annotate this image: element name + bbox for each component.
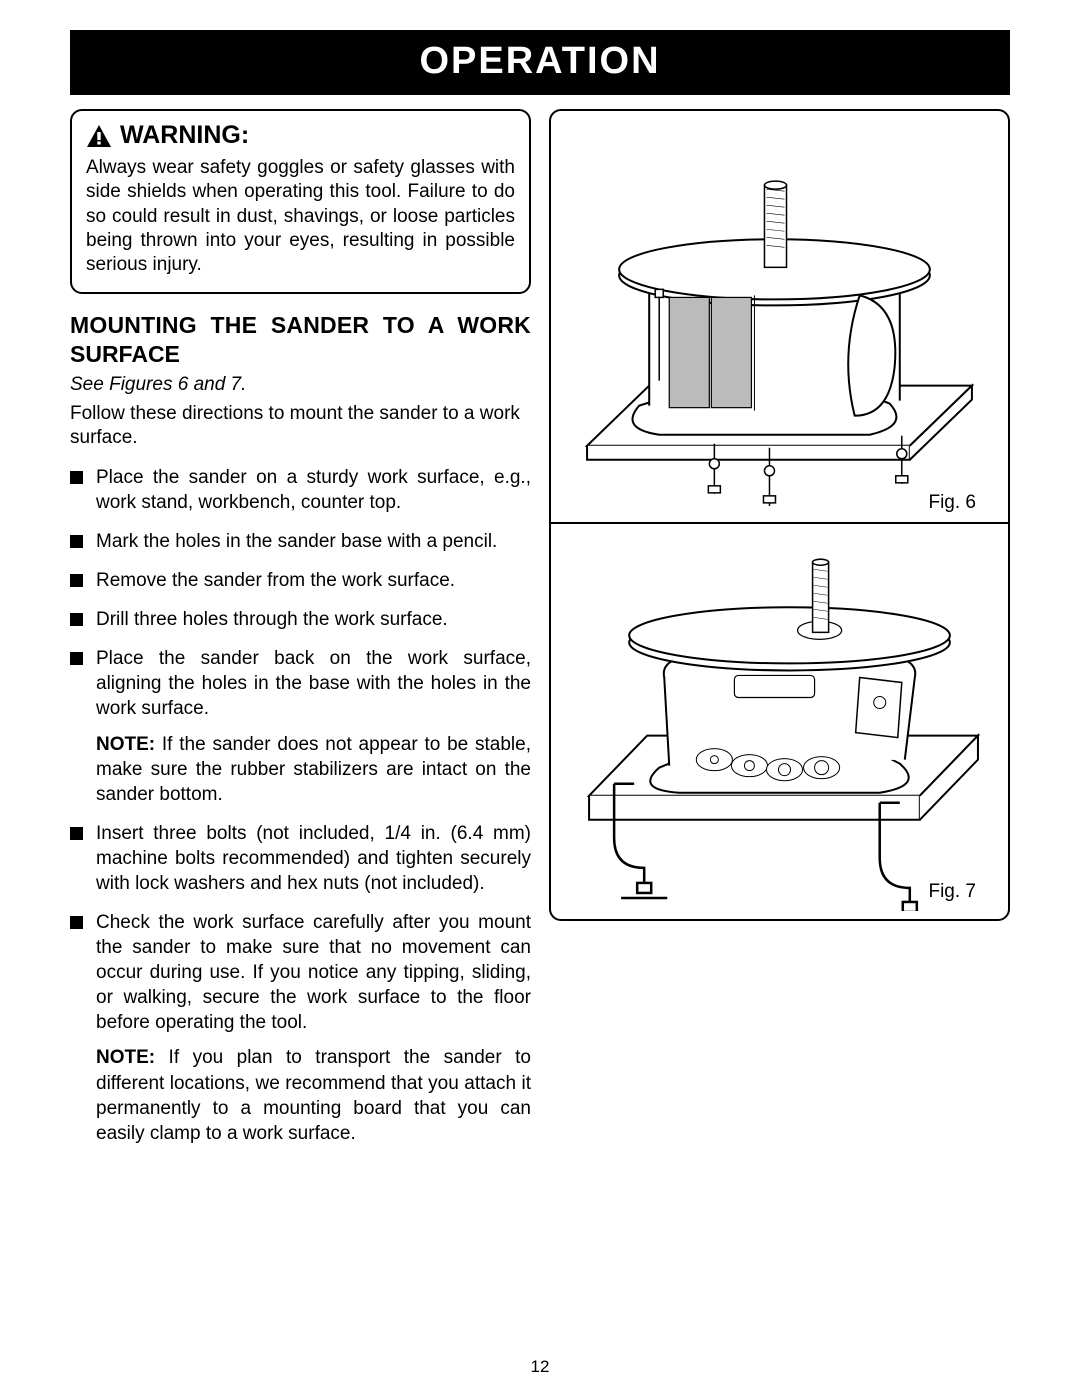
see-figures: See Figures 6 and 7. xyxy=(70,374,531,396)
note-1: NOTE: If the sander does not appear to b… xyxy=(70,732,531,807)
figure-6-illustration xyxy=(559,119,1000,522)
list-item: Check the work surface carefully after y… xyxy=(70,910,531,1035)
section-banner: OPERATION xyxy=(70,30,1010,95)
figure-6-area: Fig. 6 xyxy=(559,119,1000,522)
list-item: Drill three holes through the work surfa… xyxy=(70,607,531,632)
section-title-line1: MOUNTING THE SANDER TO A WORK xyxy=(70,312,531,339)
list-item: Mark the holes in the sander base with a… xyxy=(70,529,531,554)
figure-7-area: Fig. 7 xyxy=(559,524,1000,911)
figure-7-illustration xyxy=(559,524,1000,911)
list-item: Remove the sander from the work surface. xyxy=(70,568,531,593)
right-column: Fig. 6 xyxy=(549,109,1010,1160)
section-title-line2: SURFACE xyxy=(70,341,531,368)
note-text: If you plan to transport the sander to d… xyxy=(96,1047,531,1143)
figures-box: Fig. 6 xyxy=(549,109,1010,921)
steps-list-2: Insert three bolts (not included, 1/4 in… xyxy=(70,821,531,1036)
left-column: WARNING: Always wear safety goggles or s… xyxy=(70,109,531,1160)
warning-heading: WARNING: xyxy=(86,121,515,150)
warning-label: WARNING: xyxy=(120,121,249,150)
figure-6-label: Fig. 6 xyxy=(928,492,976,514)
warning-triangle-icon xyxy=(86,124,112,148)
list-item: Insert three bolts (not included, 1/4 in… xyxy=(70,821,531,896)
figure-7-label: Fig. 7 xyxy=(928,881,976,903)
warning-box: WARNING: Always wear safety goggles or s… xyxy=(70,109,531,294)
list-item: Place the sander on a sturdy work surfac… xyxy=(70,465,531,515)
list-item: Place the sander back on the work surfac… xyxy=(70,646,531,721)
note-label: NOTE: xyxy=(96,734,155,755)
two-column-layout: WARNING: Always wear safety goggles or s… xyxy=(50,109,1030,1160)
warning-text: Always wear safety goggles or safety gla… xyxy=(86,156,515,278)
intro-text: Follow these directions to mount the san… xyxy=(70,402,531,451)
page-number: 12 xyxy=(0,1357,1080,1377)
note-text: If the sander does not appear to be stab… xyxy=(96,734,531,805)
note-2: NOTE: If you plan to transport the sande… xyxy=(70,1045,531,1145)
steps-list-1: Place the sander on a sturdy work surfac… xyxy=(70,465,531,722)
note-label: NOTE: xyxy=(96,1047,155,1068)
